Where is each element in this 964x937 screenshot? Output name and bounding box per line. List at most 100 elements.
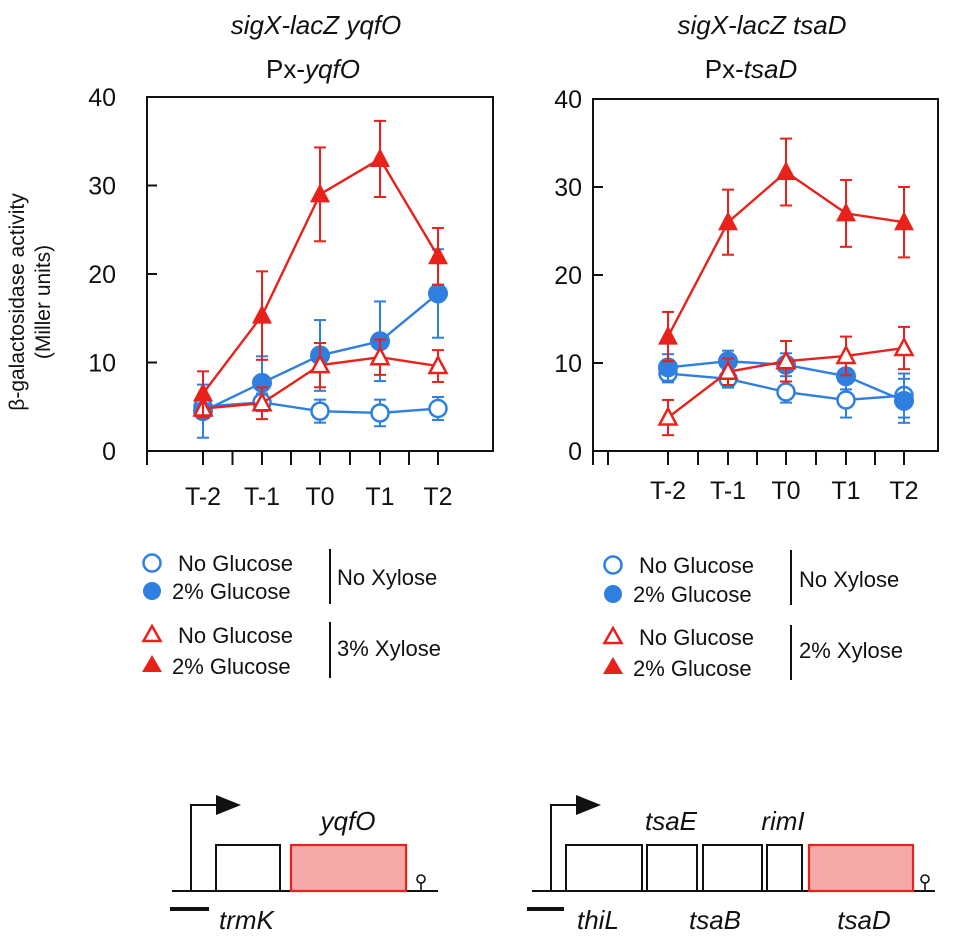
data-point — [776, 161, 796, 181]
data-point — [717, 360, 739, 381]
y-axis-label: β-galactosidase activity (Miller units) — [6, 193, 55, 411]
legend-left-marker-open-triangle — [141, 623, 163, 643]
y-tick-label: 0 — [568, 438, 582, 466]
legend-right-item-3: No Glucose — [639, 625, 754, 650]
chart-right-frame — [592, 98, 939, 452]
legend-right-item-1: No Glucose — [639, 553, 754, 578]
operon-right-gene-tsaB — [702, 844, 763, 892]
y-tick-label: 30 — [554, 174, 582, 202]
legend-right-item-2: 2% Glucose — [633, 582, 752, 607]
data-point — [252, 304, 272, 324]
chart-right-title-prefix: sigX-lacZ — [677, 10, 793, 40]
legend-right-marker-open-circle — [603, 555, 623, 575]
operon-right-label-tsaB: tsaB — [689, 905, 741, 935]
legend-left-marker-filled-circle — [143, 582, 161, 600]
operon-right-promoter-arrowhead — [576, 795, 601, 815]
chart-left-title-gene: yqfO — [344, 10, 401, 40]
y-tick-label: 30 — [88, 173, 116, 201]
chart-left-subtitle: Px-yqfO — [266, 54, 360, 84]
y-tick-label: 0 — [102, 438, 116, 466]
data-point — [657, 405, 679, 426]
data-point — [658, 325, 678, 345]
y-tick-label: 20 — [88, 261, 116, 289]
y-tick-label: 10 — [554, 350, 582, 378]
chart-right-y-axis: 0 10 20 30 40 — [554, 86, 603, 466]
operon-right-gene-tsaE — [646, 844, 698, 892]
series-triangle-filled — [658, 137, 914, 363]
legend-left-item-4: 2% Glucose — [172, 654, 291, 679]
data-point — [428, 398, 448, 419]
x-tick-label-t0: T0 — [305, 483, 334, 511]
chart-left-title: sigX-lacZ yqfO — [231, 10, 402, 40]
chart-left-plot — [192, 119, 449, 439]
data-point — [893, 336, 915, 357]
y-tick-label: 40 — [88, 84, 116, 112]
operon-left-label-trmK: trmK — [219, 905, 276, 935]
y-axis-label-line2: (Miller units) — [32, 245, 55, 359]
legend-right-group-xylose: 2% Xylose — [799, 638, 903, 663]
operon-right: tsaE rimI thiL tsaB tsaD — [527, 795, 935, 935]
operon-left-terminator-loop — [416, 874, 426, 884]
legend-right-marker-open-triangle — [602, 625, 624, 645]
legend-left-item-2: 2% Glucose — [172, 579, 291, 604]
chart-right-title-gene: tsaD — [793, 10, 846, 40]
data-point — [309, 353, 331, 374]
data-point — [428, 283, 448, 304]
operon-right-gene-thiL — [565, 844, 643, 892]
chart-right-title: sigX-lacZ tsaD — [677, 10, 846, 40]
chart-right-subtitle-prefix: Px- — [705, 54, 744, 84]
x-tick-label-t2: T2 — [889, 477, 918, 505]
data-point — [718, 211, 738, 231]
chart-right-plot — [657, 137, 915, 437]
operon-left-gene-trmK — [215, 844, 281, 892]
operon-right-promoter-arrow — [550, 804, 578, 891]
operon-right-label-tsaE: tsaE — [645, 806, 698, 836]
legend-left-marker-open-circle — [142, 553, 162, 573]
data-point — [370, 147, 390, 167]
data-point — [251, 391, 273, 412]
operon-left: yqfO trmK — [170, 795, 438, 935]
chart-right-subtitle: Px-tsaD — [705, 54, 797, 84]
operon-right-label-rimI: rimI — [761, 806, 804, 836]
legend-left-item-1: No Glucose — [178, 551, 293, 576]
operon-right-label-thiL: thiL — [577, 905, 619, 935]
data-point — [193, 382, 213, 402]
data-point — [894, 390, 914, 411]
data-point — [370, 403, 390, 423]
data-point — [894, 211, 914, 231]
operon-right-terminator-loop — [920, 874, 930, 884]
data-point — [427, 354, 449, 375]
operon-left-label-yqfO: yqfO — [319, 806, 376, 836]
x-tick-label-t-2: T-2 — [185, 483, 221, 511]
legend-left-group-xylose: 3% Xylose — [337, 636, 441, 661]
data-point — [836, 202, 856, 222]
operon-left-promoter-arrowhead — [216, 795, 241, 815]
y-tick-label: 20 — [554, 262, 582, 290]
data-point — [310, 183, 330, 203]
series-triangle-open — [657, 325, 915, 437]
x-tick-label-t-1: T-1 — [710, 477, 746, 505]
x-tick-label-t2: T2 — [423, 483, 452, 511]
chart-left: sigX-lacZ yqfO Px-yqfO 0 10 20 30 40 T-2 T-1 T… — [88, 10, 494, 511]
data-point — [369, 345, 391, 366]
legend-right-marker-filled-triangle — [603, 657, 623, 674]
chart-left-subtitle-prefix: Px- — [266, 54, 305, 84]
legend-left-marker-filled-triangle — [142, 655, 162, 672]
data-point — [658, 357, 678, 378]
legend-right-marker-filled-circle — [604, 585, 622, 603]
data-point — [835, 344, 857, 365]
operon-right-gene-rimI — [766, 844, 803, 892]
operon-left-promoter-arrow — [190, 804, 218, 891]
data-point — [428, 245, 448, 265]
series-triangle-filled — [193, 119, 448, 417]
x-tick-label-t-2: T-2 — [650, 477, 686, 505]
x-tick-label-t0: T0 — [771, 477, 800, 505]
y-tick-label: 10 — [88, 350, 116, 378]
legend-right-item-4: 2% Glucose — [633, 656, 752, 681]
chart-left-x-axis: T-2 T-1 T0 T1 T2 — [146, 451, 453, 511]
legend-left-group-no-xylose: No Xylose — [337, 565, 437, 590]
chart-left-y-axis: 0 10 20 30 40 — [88, 84, 157, 466]
x-tick-label-t-1: T-1 — [244, 483, 280, 511]
